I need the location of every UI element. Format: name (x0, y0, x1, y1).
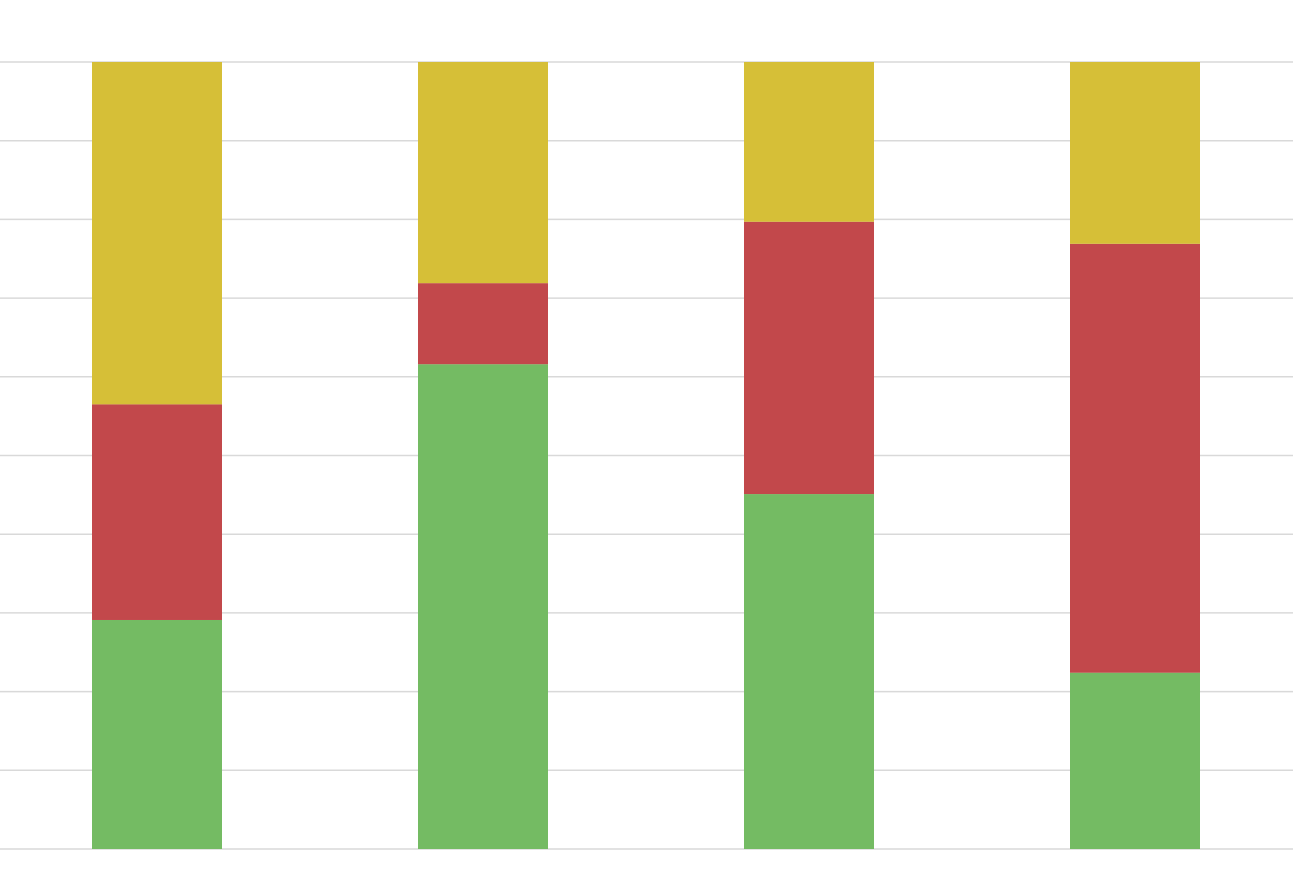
bar-segment (744, 62, 874, 222)
bar-segment (744, 494, 874, 849)
bar-segment (92, 404, 222, 620)
bar-segment (418, 283, 548, 365)
bar-segment (418, 62, 548, 284)
bar-segment (418, 364, 548, 849)
bar-segment (1070, 243, 1200, 673)
bar-segment (92, 62, 222, 405)
bar-segment (1070, 62, 1200, 244)
bar-segment (744, 221, 874, 495)
bar-segment (92, 619, 222, 849)
bar-segment (1070, 672, 1200, 849)
